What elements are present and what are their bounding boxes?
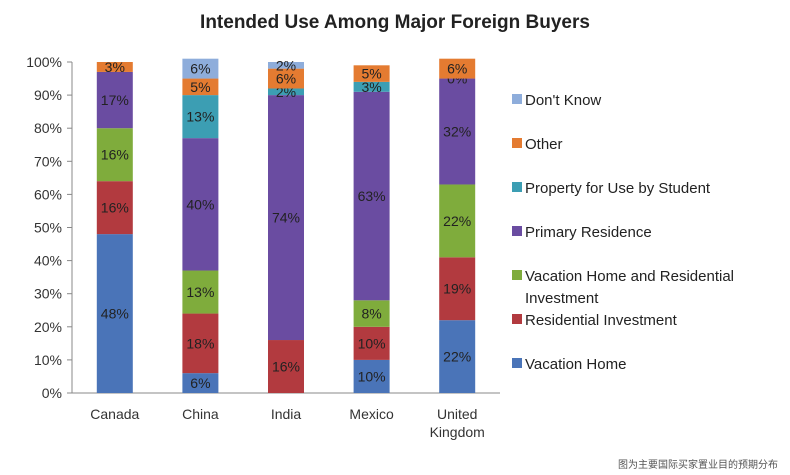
data-label: 16%: [101, 200, 129, 216]
data-label: 5%: [190, 79, 210, 95]
bar-segment: [439, 184, 476, 258]
figure-caption: 图为主要国际买家置业目的预期分布: [618, 460, 778, 471]
data-label: 63%: [358, 188, 386, 204]
data-label: 6%: [447, 61, 467, 77]
bar-segment: [353, 81, 390, 92]
data-label: 22%: [443, 349, 471, 365]
data-label: 48%: [101, 306, 129, 322]
data-label: 74%: [272, 210, 300, 226]
data-label: 22%: [443, 213, 471, 229]
bar-segment: [353, 65, 390, 82]
bar-segment: [353, 359, 390, 393]
bar-segment: [96, 234, 133, 393]
bar-segment: [182, 270, 219, 314]
legend-label: Investment: [525, 290, 599, 307]
x-tick-label: Mexico: [349, 406, 394, 422]
data-label: 2%: [276, 57, 296, 73]
legend-label: Don't Know: [525, 92, 601, 109]
legend-label: Vacation Home and Residential: [525, 268, 734, 285]
bar-segment: [439, 78, 476, 185]
legend-swatch: [512, 358, 522, 368]
legend-swatch: [512, 226, 522, 236]
bar-segment: [96, 71, 133, 129]
legend-label: Vacation Home: [525, 356, 626, 373]
data-label: 18%: [186, 335, 214, 351]
data-label: 3%: [361, 79, 381, 95]
y-tick-label: 90%: [34, 87, 62, 103]
y-tick-label: 80%: [34, 120, 62, 136]
data-label: 10%: [358, 368, 386, 384]
data-label: 13%: [186, 284, 214, 300]
data-label: 40%: [186, 196, 214, 212]
x-tick-label: Canada: [90, 406, 139, 422]
bar-segment: [268, 68, 304, 89]
x-tick-label: India: [271, 406, 302, 422]
legend-swatch: [512, 182, 522, 192]
bar-segment: [182, 95, 219, 139]
bar-segment: [182, 58, 219, 79]
data-label: 16%: [101, 147, 129, 163]
y-tick-label: 20%: [34, 319, 62, 335]
legend-label: Residential Investment: [525, 312, 678, 329]
legend-label: Primary Residence: [525, 224, 652, 241]
bar-segment: [439, 320, 476, 393]
data-label: 17%: [101, 92, 129, 108]
bar-segment: [353, 91, 390, 301]
data-label: 8%: [361, 306, 381, 322]
legend-swatch: [512, 138, 522, 148]
y-tick-label: 10%: [34, 352, 62, 368]
bar-segment: [182, 373, 219, 393]
data-label: 32%: [443, 124, 471, 140]
legend-swatch: [512, 314, 522, 324]
bar-segment: [439, 58, 476, 79]
legend-label: Other: [525, 136, 563, 153]
data-label: 10%: [358, 335, 386, 351]
bar-segment: [96, 128, 133, 182]
x-tick-label: United: [437, 406, 477, 422]
x-tick-label: China: [182, 406, 219, 422]
y-tick-label: 100%: [26, 54, 62, 70]
bar-segment: [268, 62, 304, 69]
x-tick-label: Kingdom: [430, 424, 485, 440]
data-label: 13%: [186, 109, 214, 125]
y-tick-label: 70%: [34, 153, 62, 169]
y-tick-label: 50%: [34, 220, 62, 236]
data-label: 6%: [190, 375, 210, 391]
y-tick-label: 0%: [42, 385, 62, 401]
y-tick-label: 60%: [34, 186, 62, 202]
data-label: 3%: [105, 59, 125, 75]
bar-segment: [182, 313, 219, 374]
bar-segment: [353, 300, 390, 327]
data-label: 16%: [272, 359, 300, 375]
bar-segment: [96, 181, 133, 235]
y-tick-label: 30%: [34, 286, 62, 302]
data-label: 5%: [361, 66, 381, 82]
bar-segment: [182, 78, 219, 96]
y-tick-label: 40%: [34, 253, 62, 269]
bar-segment: [96, 62, 133, 72]
chart-title: Intended Use Among Major Foreign Buyers: [200, 12, 590, 33]
legend-swatch: [512, 270, 522, 280]
bar-segment: [182, 138, 219, 271]
data-label: 19%: [443, 281, 471, 297]
legend-label: Property for Use by Student: [525, 180, 711, 197]
bar-segment: [268, 88, 304, 96]
legend-swatch: [512, 94, 522, 104]
bar-segment: [439, 257, 476, 321]
data-label: 6%: [276, 71, 296, 87]
data-label: 6%: [190, 61, 210, 77]
bar-segment: [353, 326, 390, 360]
bar-segment: [268, 340, 304, 393]
bar-segment: [268, 95, 304, 341]
